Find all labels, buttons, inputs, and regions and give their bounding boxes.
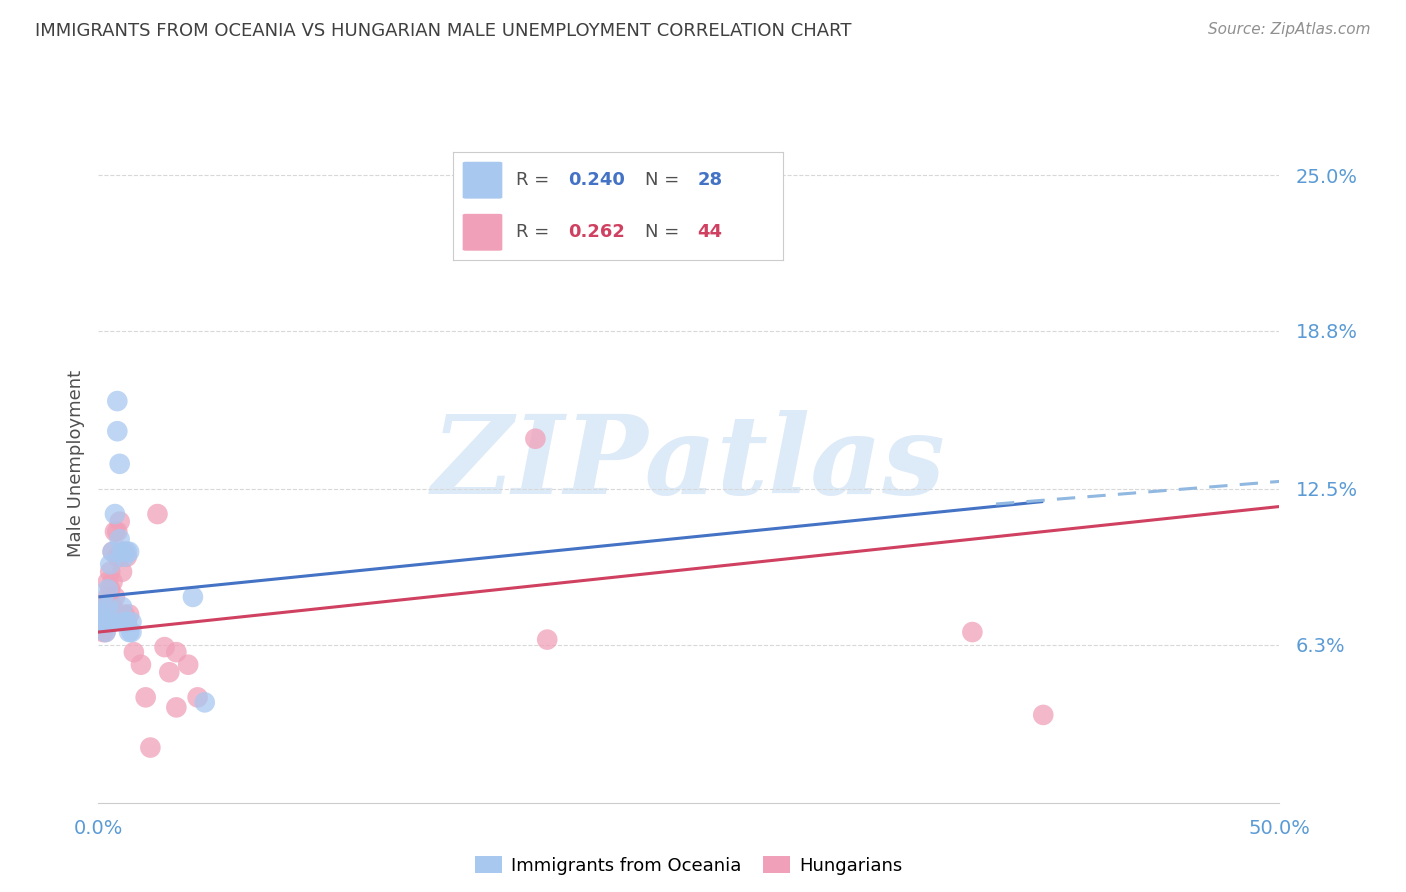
Point: [94, 615, 117, 629]
Point: [108, 532, 131, 546]
Text: 0.240: 0.240: [568, 171, 626, 189]
FancyBboxPatch shape: [463, 161, 502, 199]
Point: [104, 524, 127, 539]
Text: R =: R =: [516, 171, 548, 189]
Point: [1032, 707, 1054, 722]
Point: [104, 507, 127, 521]
Point: [94, 625, 117, 640]
Point: [118, 607, 141, 622]
Point: [115, 615, 138, 629]
Text: IMMIGRANTS FROM OCEANIA VS HUNGARIAN MALE UNEMPLOYMENT CORRELATION CHART: IMMIGRANTS FROM OCEANIA VS HUNGARIAN MAL…: [35, 22, 852, 40]
Text: ZIPatlas: ZIPatlas: [432, 410, 946, 517]
Point: [97, 574, 120, 589]
Point: [98, 615, 121, 629]
Point: [90, 615, 112, 629]
Point: [105, 524, 128, 539]
Point: [962, 625, 984, 640]
Point: [524, 432, 547, 446]
Point: [146, 507, 169, 521]
Point: [91, 625, 114, 640]
Point: [165, 700, 187, 714]
Point: [97, 599, 120, 614]
Point: [121, 615, 143, 629]
Point: [153, 640, 176, 654]
Point: [98, 582, 121, 597]
Point: [108, 549, 131, 564]
Point: [101, 545, 124, 559]
Point: [115, 549, 138, 564]
Text: 28: 28: [697, 171, 723, 189]
Point: [115, 615, 138, 629]
Point: [105, 394, 128, 409]
Point: [97, 582, 120, 597]
Point: [111, 545, 134, 559]
FancyBboxPatch shape: [463, 214, 502, 251]
Point: [101, 599, 124, 614]
Point: [91, 599, 114, 614]
Point: [111, 545, 134, 559]
Point: [94, 615, 117, 629]
Point: [104, 590, 127, 604]
Point: [111, 565, 134, 579]
Text: 44: 44: [697, 223, 723, 241]
Point: [157, 665, 180, 680]
Point: [118, 625, 141, 640]
Text: 0.262: 0.262: [568, 223, 626, 241]
Point: [94, 599, 117, 614]
Point: [112, 545, 135, 559]
Point: [101, 615, 124, 629]
Point: [94, 625, 117, 640]
Y-axis label: Male Unemployment: Male Unemployment: [66, 370, 84, 558]
Point: [97, 615, 120, 629]
Point: [187, 690, 209, 705]
Point: [90, 607, 112, 622]
Point: [121, 625, 143, 640]
Point: [101, 574, 124, 589]
Text: Source: ZipAtlas.com: Source: ZipAtlas.com: [1208, 22, 1371, 37]
Point: [165, 645, 187, 659]
Point: [536, 632, 558, 647]
Point: [97, 590, 120, 604]
Text: R =: R =: [516, 223, 548, 241]
Point: [122, 645, 145, 659]
Legend: Immigrants from Oceania, Hungarians: Immigrants from Oceania, Hungarians: [468, 849, 910, 882]
Point: [194, 695, 217, 709]
Point: [111, 599, 134, 614]
Point: [98, 595, 121, 609]
Point: [112, 615, 135, 629]
Point: [181, 590, 204, 604]
Point: [108, 457, 131, 471]
Text: N =: N =: [644, 171, 679, 189]
Point: [90, 607, 112, 622]
Point: [91, 615, 114, 629]
Point: [98, 558, 121, 572]
Point: [98, 565, 121, 579]
Point: [129, 657, 152, 672]
Point: [135, 690, 157, 705]
Text: N =: N =: [644, 223, 679, 241]
Point: [105, 424, 128, 438]
Point: [118, 545, 141, 559]
Point: [105, 549, 128, 564]
Point: [139, 740, 162, 755]
Point: [101, 545, 124, 559]
Point: [108, 515, 131, 529]
Point: [112, 549, 135, 564]
Point: [112, 607, 135, 622]
Point: [177, 657, 200, 672]
Point: [115, 545, 138, 559]
Point: [91, 607, 114, 622]
